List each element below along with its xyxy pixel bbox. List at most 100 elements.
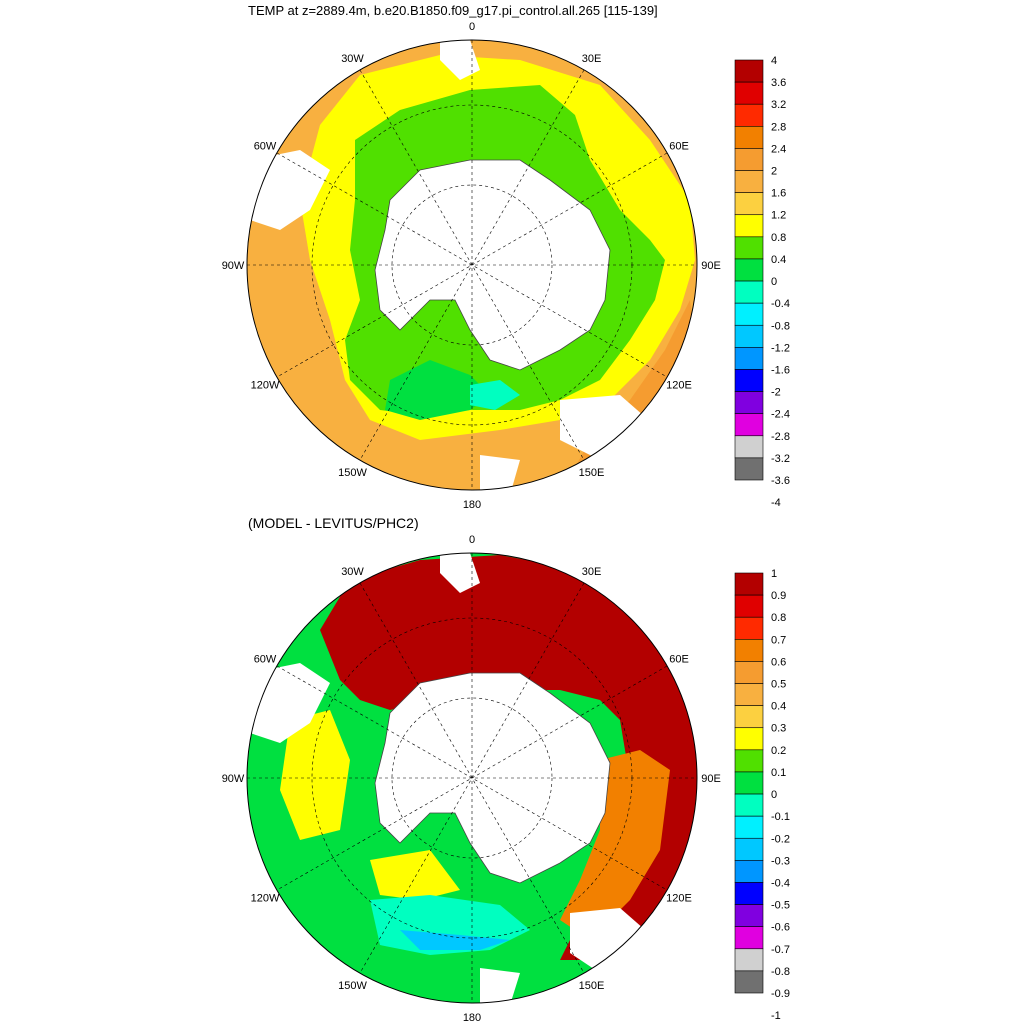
colorbar-swatch <box>734 904 764 927</box>
colorbar-tick-label: -0.9 <box>771 988 790 1000</box>
longitude-label: 60W <box>254 141 277 153</box>
colorbar-tick-label: 0.7 <box>771 634 786 646</box>
colorbar-tick-label: 3.6 <box>771 77 786 89</box>
colorbar-swatch <box>734 815 764 839</box>
longitude-label: 150E <box>579 980 605 992</box>
top-graticule <box>247 40 697 490</box>
colorbar-swatch <box>734 435 764 459</box>
top-antarctica-land <box>374 159 611 371</box>
colorbar-swatch <box>734 369 764 392</box>
colorbar-swatch <box>734 882 764 905</box>
colorbar-swatch <box>734 572 764 596</box>
colorbar-tick-label: -1 <box>771 1010 781 1022</box>
colorbar-swatch <box>734 236 764 260</box>
colorbar-tick-label: 0.8 <box>771 232 786 244</box>
colorbar-tick-label: 0.5 <box>771 679 786 691</box>
colorbar-swatch <box>734 793 764 817</box>
colorbar-swatch <box>734 214 764 238</box>
bottom-polar-map: 0 30E 60E 90E 120E 150E 180 150W 120W 90W 60W 30W <box>222 534 721 1024</box>
colorbar-swatch <box>734 926 764 950</box>
colorbar-swatch <box>734 749 764 773</box>
colorbar-tick-label: 0.1 <box>771 767 786 779</box>
colorbar-tick-label: -0.8 <box>771 320 790 332</box>
colorbar-tick-label: -1.2 <box>771 342 790 354</box>
colorbar-tick-label: 0.4 <box>771 701 786 713</box>
colorbar-tick-label: -0.4 <box>771 877 790 889</box>
colorbar-tick-label: 0.4 <box>771 254 786 266</box>
colorbar-tick-label: 0 <box>771 789 777 801</box>
longitude-label: 90W <box>222 773 245 785</box>
bottom-land-australia <box>570 908 660 973</box>
colorbar-tick-label: 0.2 <box>771 745 786 757</box>
colorbar-tick-label: 2.8 <box>771 121 786 133</box>
longitude-label: 150W <box>338 980 367 992</box>
bottom-darkred-region <box>320 555 697 960</box>
colorbar-tick-label: 0.8 <box>771 612 786 624</box>
colorbar-tick-label: 4 <box>771 55 777 67</box>
bottom-graticule <box>247 553 697 1003</box>
colorbar-swatch <box>734 860 764 883</box>
colorbar-swatch <box>734 948 764 972</box>
top-lightgreen-patch <box>385 360 490 420</box>
top-land-australia <box>560 395 660 460</box>
colorbar-swatch <box>734 280 764 304</box>
longitude-label: 90E <box>701 773 721 785</box>
longitude-label: 60E <box>669 654 689 666</box>
colorbar-tick-label: -2.4 <box>771 409 790 421</box>
longitude-label: 30W <box>341 566 364 578</box>
colorbar-swatch <box>734 170 764 193</box>
colorbar-tick-label: -3.6 <box>771 475 790 487</box>
colorbar-tick-label: -2.8 <box>771 431 790 443</box>
colorbar-tick-label: 1 <box>771 568 777 580</box>
colorbar-swatch <box>734 683 764 706</box>
colorbar-tick-label: -0.3 <box>771 855 790 867</box>
top-cyan-patch <box>470 380 520 410</box>
colorbar-tick-label: -0.8 <box>771 966 790 978</box>
longitude-label: 120W <box>251 893 280 905</box>
bottom-land-southamerica <box>250 663 330 743</box>
colorbar-tick-label: -0.1 <box>771 811 790 823</box>
longitude-label: 30E <box>582 566 602 578</box>
longitude-label: 150W <box>338 467 367 479</box>
top-land-southamerica <box>250 150 330 230</box>
colorbar-tick-label: -0.7 <box>771 944 790 956</box>
colorbar-tick-label: 2 <box>771 166 777 178</box>
top-longitude-labels: 0 30E 60E 90E 120E 150E 180 150W 120W 90W 60W 30W <box>222 21 721 511</box>
colorbar-swatch <box>734 970 764 994</box>
longitude-label: 30E <box>582 53 602 65</box>
longitude-label: 180 <box>463 499 481 511</box>
colorbar-swatch <box>734 391 764 414</box>
colorbar-tick-label: 2.4 <box>771 143 786 155</box>
colorbar-tick-label: -3.2 <box>771 453 790 465</box>
colorbar-swatch <box>734 837 764 861</box>
colorbar-swatch <box>734 126 764 149</box>
colorbar-swatch <box>734 347 764 370</box>
colorbar-swatch <box>734 705 764 729</box>
colorbar-swatch <box>734 771 764 795</box>
bottom-orange-band <box>560 750 670 940</box>
top-polar-map: 0 30E 60E 90E 120E 150E 180 150W 120W 90W 60W 30W <box>222 21 721 511</box>
top-land-nz <box>480 455 520 490</box>
colorbar-swatch <box>734 457 764 481</box>
colorbar-tick-label: -0.6 <box>771 922 790 934</box>
colorbar-swatch <box>734 148 764 171</box>
colorbar-tick-label: 1.2 <box>771 210 786 222</box>
colorbar-tick-label: 0 <box>771 276 777 288</box>
bottom-land-nz <box>480 968 520 1003</box>
longitude-label: 120W <box>251 380 280 392</box>
top-map-title: TEMP at z=2889.4m, b.e20.B1850.f09_g17.p… <box>248 3 658 18</box>
colorbar-swatch <box>734 81 764 105</box>
colorbar-swatch <box>734 413 764 437</box>
longitude-label: 60W <box>254 654 277 666</box>
colorbar-tick-label: 0.9 <box>771 590 786 602</box>
colorbar-tick-label: -2 <box>771 387 781 399</box>
colorbar-swatch <box>734 727 764 751</box>
longitude-label: 120E <box>666 893 692 905</box>
bottom-map-title: (MODEL - LEVITUS/PHC2) <box>248 515 419 531</box>
bottom-longitude-labels: 0 30E 60E 90E 120E 150E 180 150W 120W 90W 60W 30W <box>222 534 721 1024</box>
longitude-label: 90E <box>701 260 721 272</box>
longitude-label: 90W <box>222 260 245 272</box>
colorbar-swatch <box>734 324 764 348</box>
colorbar-swatch <box>734 616 764 640</box>
longitude-label: 120E <box>666 380 692 392</box>
